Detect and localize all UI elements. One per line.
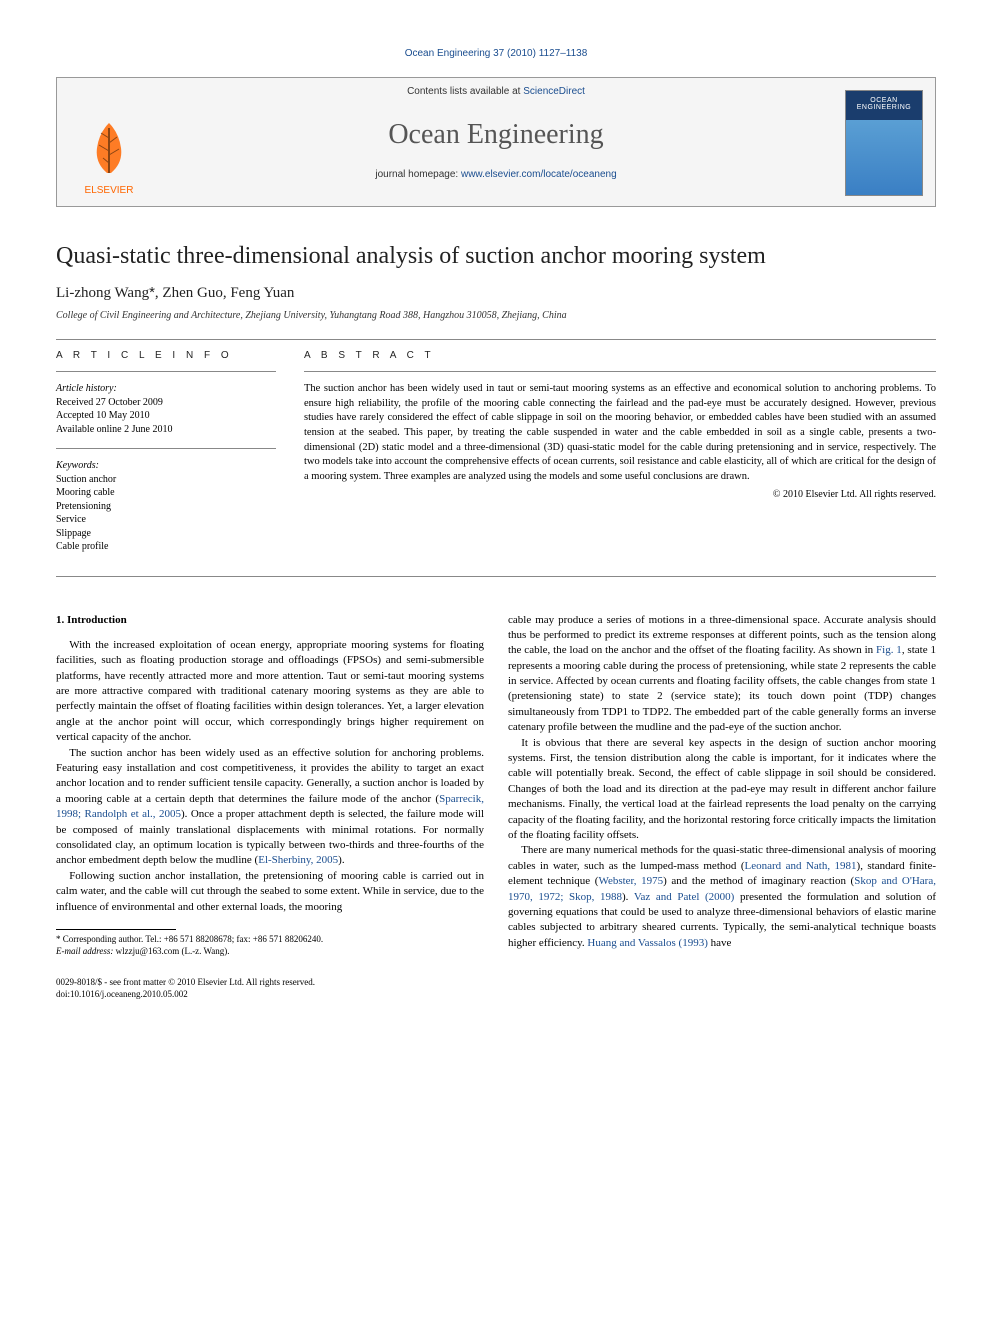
affiliation: College of Civil Engineering and Archite…: [56, 310, 936, 321]
homepage-prefix: journal homepage:: [375, 169, 461, 180]
keyword: Cable profile: [56, 540, 276, 554]
authors-text: Li-zhong Wang*, Zhen Guo, Feng Yuan: [56, 285, 294, 301]
footnote-separator: [56, 929, 176, 930]
availability-line: Contents lists available at ScienceDirec…: [167, 86, 825, 97]
corresponding-author-footnote: * Corresponding author. Tel.: +86 571 88…: [56, 934, 484, 957]
divider: [56, 576, 936, 577]
elsevier-tree-icon: [79, 113, 139, 183]
homepage-line: journal homepage: www.elsevier.com/locat…: [167, 169, 825, 180]
publisher-logo: ELSEVIER: [69, 90, 149, 196]
doi-line: doi:10.1016/j.oceaneng.2010.05.002: [56, 989, 936, 1001]
paragraph: Following suction anchor installation, t…: [56, 869, 484, 915]
journal-page: Ocean Engineering 37 (2010) 1127–1138 EL…: [0, 0, 992, 1041]
citation-link[interactable]: El-Sherbiny, 2005: [258, 854, 338, 866]
page-footer: 0029-8018/$ - see front matter © 2010 El…: [56, 977, 936, 1000]
accepted-date: Accepted 10 May 2010: [56, 409, 276, 423]
article-history: Article history: Received 27 October 200…: [56, 382, 276, 436]
front-matter-line: 0029-8018/$ - see front matter © 2010 El…: [56, 977, 936, 989]
keyword: Suction anchor: [56, 473, 276, 487]
keywords-block: Keywords: Suction anchor Mooring cable P…: [56, 459, 276, 554]
homepage-link[interactable]: www.elsevier.com/locate/oceaneng: [461, 169, 617, 180]
cover-title-1: OCEAN: [870, 97, 897, 104]
divider: [304, 371, 936, 372]
publisher-name: ELSEVIER: [85, 185, 134, 196]
journal-banner: ELSEVIER Contents lists available at Sci…: [56, 77, 936, 207]
citation-link[interactable]: Vaz and Patel (2000): [634, 891, 735, 903]
figure-link[interactable]: Fig. 1: [876, 644, 902, 656]
divider: [56, 371, 276, 372]
cover-title-2: ENGINEERING: [857, 104, 912, 111]
paragraph: cable may produce a series of motions in…: [508, 613, 936, 736]
received-date: Received 27 October 2009: [56, 396, 276, 410]
citation-link[interactable]: Huang and Vassalos (1993): [587, 937, 707, 949]
running-header: Ocean Engineering 37 (2010) 1127–1138: [56, 48, 936, 59]
citation-link[interactable]: Webster, 1975: [598, 875, 663, 887]
online-date: Available online 2 June 2010: [56, 423, 276, 437]
paragraph: There are many numerical methods for the…: [508, 843, 936, 951]
keywords-label: Keywords:: [56, 459, 276, 473]
banner-center: Contents lists available at ScienceDirec…: [167, 86, 825, 180]
paragraph: The suction anchor has been widely used …: [56, 746, 484, 869]
abstract-text: The suction anchor has been widely used …: [304, 382, 936, 485]
journal-name: Ocean Engineering: [167, 119, 825, 151]
keyword: Slippage: [56, 527, 276, 541]
keyword: Service: [56, 513, 276, 527]
author-list: Li-zhong Wang*, Zhen Guo, Feng Yuan: [56, 284, 936, 302]
section-heading: 1. Introduction: [56, 613, 484, 628]
footnote-email: E-mail address: wlzzju@163.com (L.-z. Wa…: [56, 946, 484, 958]
paragraph: It is obvious that there are several key…: [508, 736, 936, 844]
article-title: Quasi-static three-dimensional analysis …: [56, 243, 936, 270]
history-label: Article history:: [56, 382, 276, 396]
availability-prefix: Contents lists available at: [407, 86, 523, 97]
paragraph: With the increased exploitation of ocean…: [56, 638, 484, 746]
abstract-heading: A B S T R A C T: [304, 350, 936, 361]
info-abstract-row: A R T I C L E I N F O Article history: R…: [56, 350, 936, 566]
body-text: 1. Introduction With the increased explo…: [56, 613, 936, 958]
sciencedirect-link[interactable]: ScienceDirect: [523, 86, 585, 97]
divider: [56, 339, 936, 340]
article-info-heading: A R T I C L E I N F O: [56, 350, 276, 361]
journal-cover-thumbnail: OCEAN ENGINEERING: [845, 90, 923, 196]
abstract-copyright: © 2010 Elsevier Ltd. All rights reserved…: [304, 489, 936, 500]
keyword: Pretensioning: [56, 500, 276, 514]
divider: [56, 448, 276, 449]
keyword: Mooring cable: [56, 486, 276, 500]
footnote-corr: * Corresponding author. Tel.: +86 571 88…: [56, 934, 484, 946]
article-info-column: A R T I C L E I N F O Article history: R…: [56, 350, 276, 566]
citation-link[interactable]: Leonard and Nath, 1981: [745, 860, 857, 872]
abstract-column: A B S T R A C T The suction anchor has b…: [304, 350, 936, 566]
